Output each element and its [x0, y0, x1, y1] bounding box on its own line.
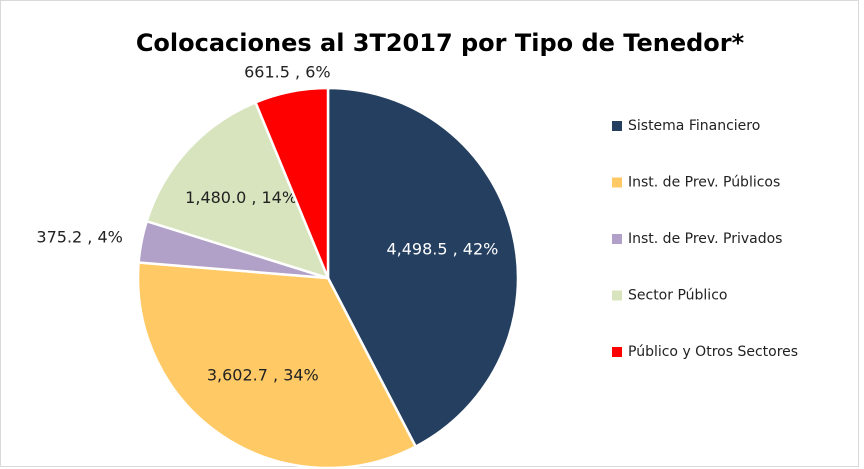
legend-swatch	[612, 177, 622, 188]
legend-label: Público y Otros Sectores	[628, 344, 798, 360]
legend-label: Inst. de Prev. Privados	[628, 231, 782, 247]
legend-swatch	[612, 347, 622, 357]
data-label: 1,480.0 , 14%	[185, 188, 297, 207]
pie-slice	[253, 86, 330, 279]
legend-label: Sistema Financiero	[628, 118, 760, 134]
pie-slice	[136, 261, 418, 469]
legend-label: Sector Público	[628, 288, 727, 304]
legend-swatch	[612, 290, 622, 301]
legend-swatch	[612, 121, 622, 131]
data-label: 3,602.7 , 34%	[207, 366, 319, 385]
data-label: 4,498.5 , 42%	[386, 240, 498, 259]
pie-slice	[145, 100, 331, 280]
legend-swatch	[612, 234, 622, 244]
data-label: 375.2 , 4%	[36, 228, 122, 247]
legend-label: Inst. de Prev. Públicos	[628, 175, 780, 191]
chart-title: Colocaciones al 3T2017 por Tipo de Tened…	[136, 29, 745, 57]
data-label: 661.5 , 6%	[244, 62, 330, 81]
pie-slice	[326, 86, 520, 449]
